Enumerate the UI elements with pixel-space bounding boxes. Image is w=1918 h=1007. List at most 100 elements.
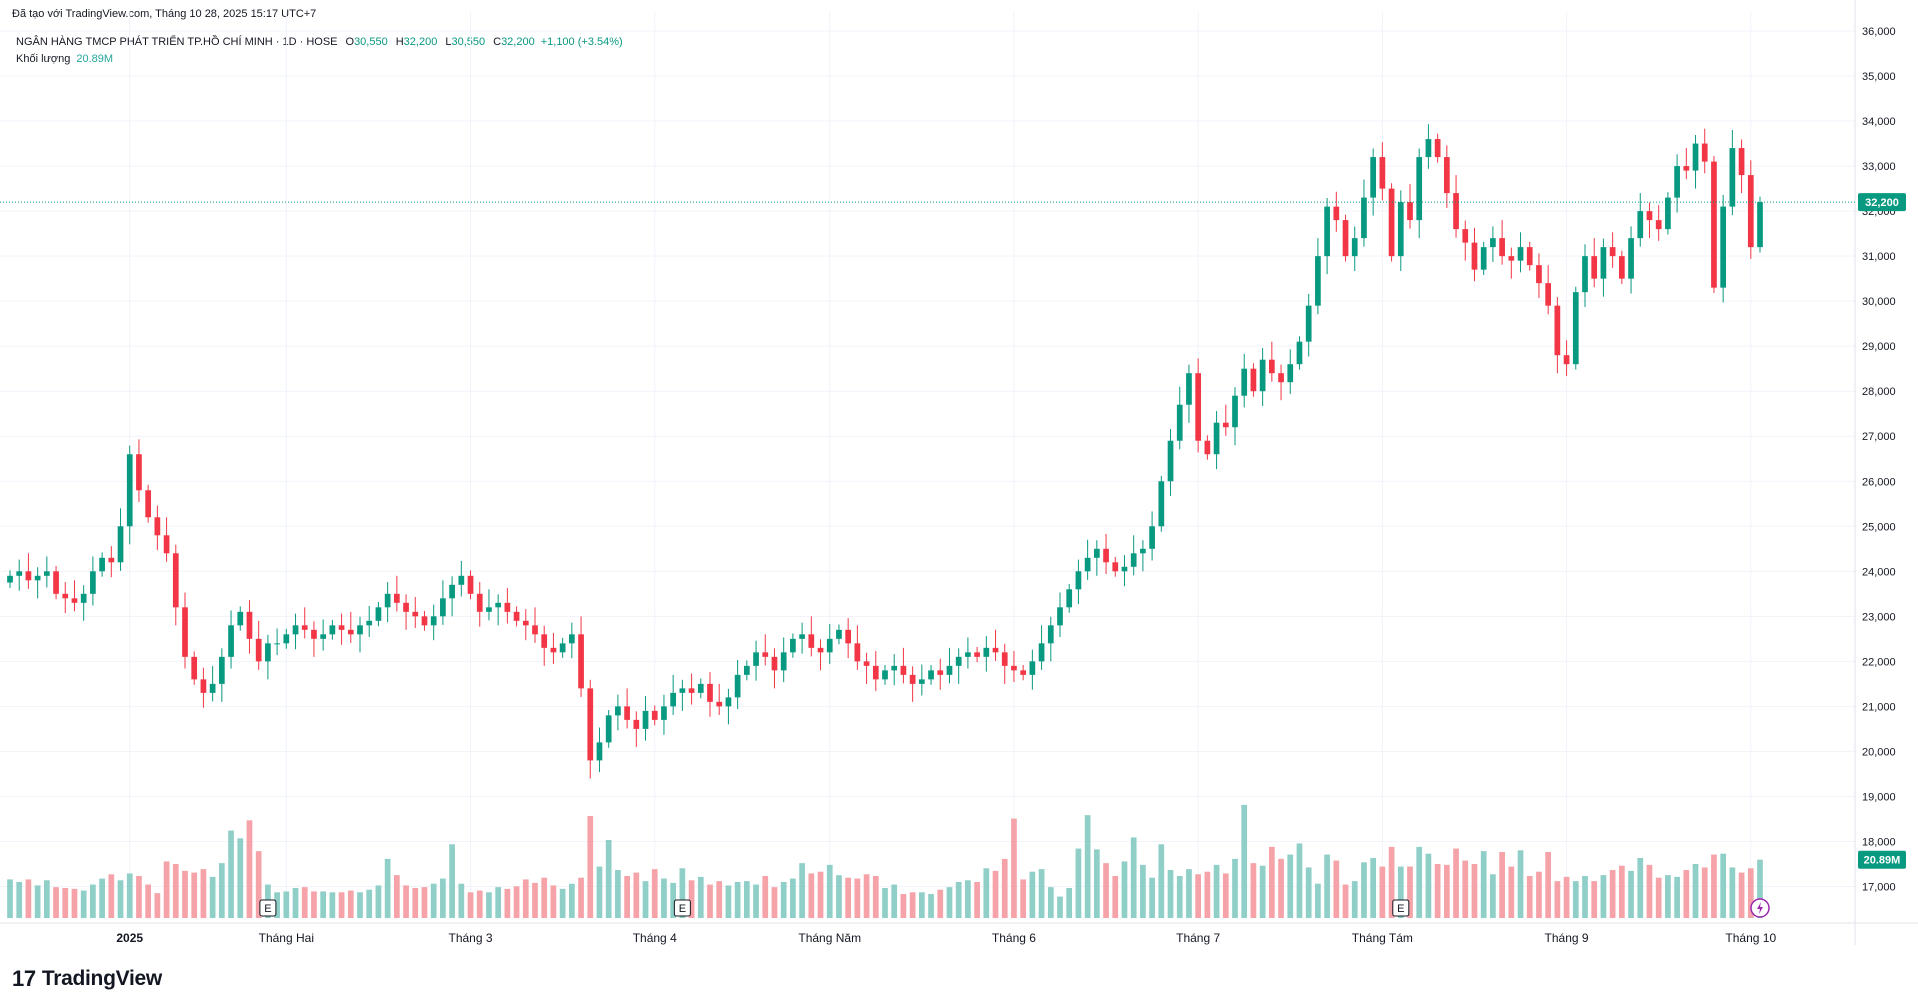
candle-body — [145, 490, 152, 518]
price-tick-label: 31,000 — [1862, 251, 1896, 263]
candle-body — [882, 670, 888, 680]
candle-body — [1600, 247, 1607, 279]
volume-bar — [1646, 864, 1653, 918]
volume-bar — [863, 874, 870, 918]
volume-bar — [734, 882, 741, 918]
candle-body — [449, 584, 455, 599]
volume-bar — [1029, 871, 1036, 918]
volume-bar — [854, 878, 861, 918]
volume-bar — [486, 892, 492, 918]
volume-bar — [532, 882, 538, 918]
chart-grid — [0, 0, 1918, 945]
volume-bar — [1618, 865, 1625, 918]
volume-bar — [568, 883, 575, 918]
candle-body — [384, 593, 391, 608]
candle-body — [265, 643, 271, 662]
candle-body — [1232, 395, 1238, 428]
candle-body — [1563, 355, 1570, 365]
candle-body — [393, 593, 400, 603]
low-label: L — [445, 36, 452, 48]
volume-bar — [633, 872, 640, 918]
volume-bar — [845, 877, 852, 918]
candle-body — [1020, 670, 1027, 675]
candle-body — [615, 706, 621, 716]
candle-body — [495, 602, 502, 608]
candle-body — [1517, 247, 1524, 261]
time-tick-label: Tháng 9 — [1545, 931, 1589, 945]
time-tick-label: Tháng Năm — [798, 931, 861, 945]
candle-body — [476, 593, 483, 612]
volume-bar — [1167, 870, 1174, 918]
time-tick-label: Tháng Hai — [259, 931, 314, 945]
candle-body — [1425, 139, 1432, 158]
candle-body — [375, 607, 382, 621]
candle-body — [697, 683, 704, 693]
candle-body — [532, 625, 538, 635]
candle-body — [1324, 206, 1330, 257]
candle-body — [1379, 157, 1386, 189]
candle-body — [255, 638, 262, 662]
last-price-value: 32,200 — [1865, 197, 1899, 209]
price-tick-label: 28,000 — [1862, 386, 1896, 398]
candle-body — [403, 602, 409, 612]
candle-body — [1259, 359, 1266, 392]
candle-body — [1057, 607, 1063, 626]
candle-body — [1278, 373, 1284, 383]
volume-bar — [1222, 873, 1229, 918]
time-tick-label: Tháng 4 — [633, 931, 677, 945]
symbol-name[interactable]: NGÂN HÀNG TMCP PHÁT TRIỂN TP.HỒ CHÍ MINH… — [16, 36, 338, 48]
volume-bar — [108, 874, 115, 918]
volume-bar — [136, 876, 142, 918]
volume-bar — [1011, 818, 1017, 918]
volume-bar — [163, 861, 170, 918]
earnings-marker-box — [1392, 899, 1410, 917]
candle-body — [34, 575, 41, 581]
volume-legend-label[interactable]: Khối lượng — [16, 53, 71, 65]
volume-bar — [246, 820, 253, 918]
volume-bar — [771, 887, 778, 918]
candle-body — [1130, 553, 1137, 567]
volume-bar — [301, 887, 308, 918]
candle-body — [1029, 661, 1036, 675]
volume-bar — [522, 879, 529, 918]
high-label: H — [395, 36, 404, 48]
volume-bar — [458, 883, 465, 918]
volume-bar — [1480, 851, 1487, 918]
candle-body — [117, 526, 124, 563]
volume-bar — [504, 888, 511, 918]
volume-bar — [126, 873, 133, 918]
candle-body — [891, 665, 898, 671]
volume-bar — [780, 882, 787, 918]
candle-body — [1480, 247, 1487, 270]
candle-body — [1093, 548, 1100, 558]
candle-body — [633, 719, 640, 729]
candle-body — [1434, 139, 1441, 158]
volume-bar — [1075, 848, 1082, 918]
volume-bar — [1462, 860, 1469, 918]
earnings-marker-label: E — [264, 903, 271, 915]
volume-bar — [1674, 876, 1680, 918]
candle-body — [504, 602, 511, 612]
volume-bar — [1628, 870, 1634, 918]
volume-bar — [974, 882, 980, 918]
candle-body — [283, 634, 290, 644]
tradingview-brand[interactable]: 17 TradingView — [12, 966, 162, 992]
time-tick-label: Tháng 3 — [449, 931, 493, 945]
candle-body — [1370, 157, 1377, 198]
candle-body — [1195, 373, 1202, 441]
candle-body — [771, 656, 778, 671]
volume-bar — [1637, 858, 1644, 918]
price-tick-label: 25,000 — [1862, 521, 1896, 533]
volume-bar — [1407, 866, 1413, 918]
volume-bar — [1204, 871, 1211, 918]
price-tick-label: 23,000 — [1862, 611, 1896, 623]
price-tick-label: 21,000 — [1862, 701, 1896, 713]
candle-body — [16, 571, 23, 576]
volume-bar — [1020, 879, 1027, 918]
close-value: 32,200 — [501, 36, 535, 48]
candle-body — [1222, 422, 1229, 428]
candle-body — [209, 683, 216, 693]
candle-body — [1213, 422, 1220, 455]
candle-body — [1351, 238, 1358, 257]
